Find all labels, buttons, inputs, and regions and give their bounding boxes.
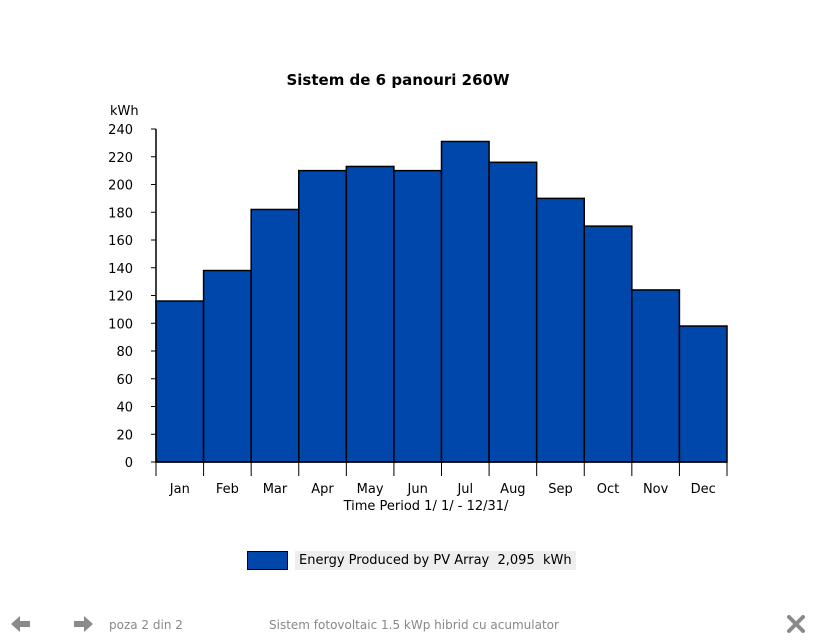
y-tick-label: 40 (116, 401, 133, 416)
y-tick-label: 80 (116, 345, 133, 360)
chart: Sistem de 6 panouri 260W kWh 0 20 40 60 80 10… (108, 71, 728, 514)
y-tick-label: 60 (116, 373, 133, 388)
bars-group (155, 140, 728, 463)
x-tick-label: Oct (597, 482, 619, 497)
legend-label: Energy Produced by PV Array 2,095 kWh (295, 551, 576, 570)
x-tick-label: Feb (216, 482, 239, 497)
bar-mar (250, 208, 300, 463)
close-button[interactable] (786, 614, 806, 634)
x-tick-label: Jan (169, 482, 190, 497)
arrow-left-icon (11, 616, 30, 632)
x-tick-label: Dec (691, 482, 716, 497)
x-tick-label: Nov (643, 482, 669, 497)
arrow-right-icon (74, 616, 93, 632)
next-button[interactable] (72, 614, 94, 634)
close-icon (787, 615, 805, 633)
image-counter: poza 2 din 2 (109, 618, 183, 632)
y-tick-label: 160 (108, 234, 133, 249)
y-tick-label: 0 (125, 456, 133, 471)
y-tick-label: 220 (108, 151, 133, 166)
y-axis-label: kWh (110, 104, 139, 119)
y-tick-label: 100 (108, 317, 133, 332)
y-tick-label: 180 (108, 206, 133, 221)
bar-dec (678, 325, 728, 463)
y-tick-label: 200 (108, 179, 133, 194)
y-tick-label: 140 (108, 262, 133, 277)
prev-button[interactable] (10, 614, 32, 634)
legend: Energy Produced by PV Array 2,095 kWh (247, 551, 576, 570)
bar-may (345, 165, 395, 463)
bar-jan (155, 300, 205, 463)
bar-jul (440, 140, 490, 463)
x-tick-label: Jun (407, 482, 428, 497)
footer: poza 2 din 2 Sistem fotovoltaic 1.5 kWp … (0, 612, 819, 640)
chart-title: Sistem de 6 panouri 260W (286, 71, 509, 89)
y-tick-label: 20 (116, 428, 133, 443)
y-tick-label: 240 (108, 123, 133, 138)
x-tick-label: Jul (456, 482, 473, 497)
x-tick-label: Mar (263, 482, 288, 497)
image-caption: Sistem fotovoltaic 1.5 kWp hibrid cu acu… (269, 618, 559, 632)
bar-nov (631, 289, 681, 463)
bar-sep (535, 197, 586, 463)
x-tick-label: Sep (548, 482, 573, 497)
legend-swatch (247, 551, 288, 570)
bar-apr (298, 169, 348, 463)
x-tick-label: May (357, 482, 384, 497)
bar-feb (202, 269, 252, 463)
x-ticks-group: Jan Feb Mar Apr May Jun Jul Aug Sep Oct Nov Dec (155, 462, 728, 497)
x-axis-label: Time Period 1/ 1/ - 12/31/ (343, 499, 509, 514)
bar-oct (583, 225, 633, 463)
y-tick-label: 120 (108, 290, 133, 305)
x-tick-label: Apr (311, 482, 334, 497)
y-ticks-group: 0 20 40 60 80 100 120 140 160 180 200 220 240 (108, 123, 156, 471)
bar-aug (488, 161, 538, 463)
x-tick-label: Aug (500, 482, 525, 497)
bar-jun (393, 169, 443, 463)
